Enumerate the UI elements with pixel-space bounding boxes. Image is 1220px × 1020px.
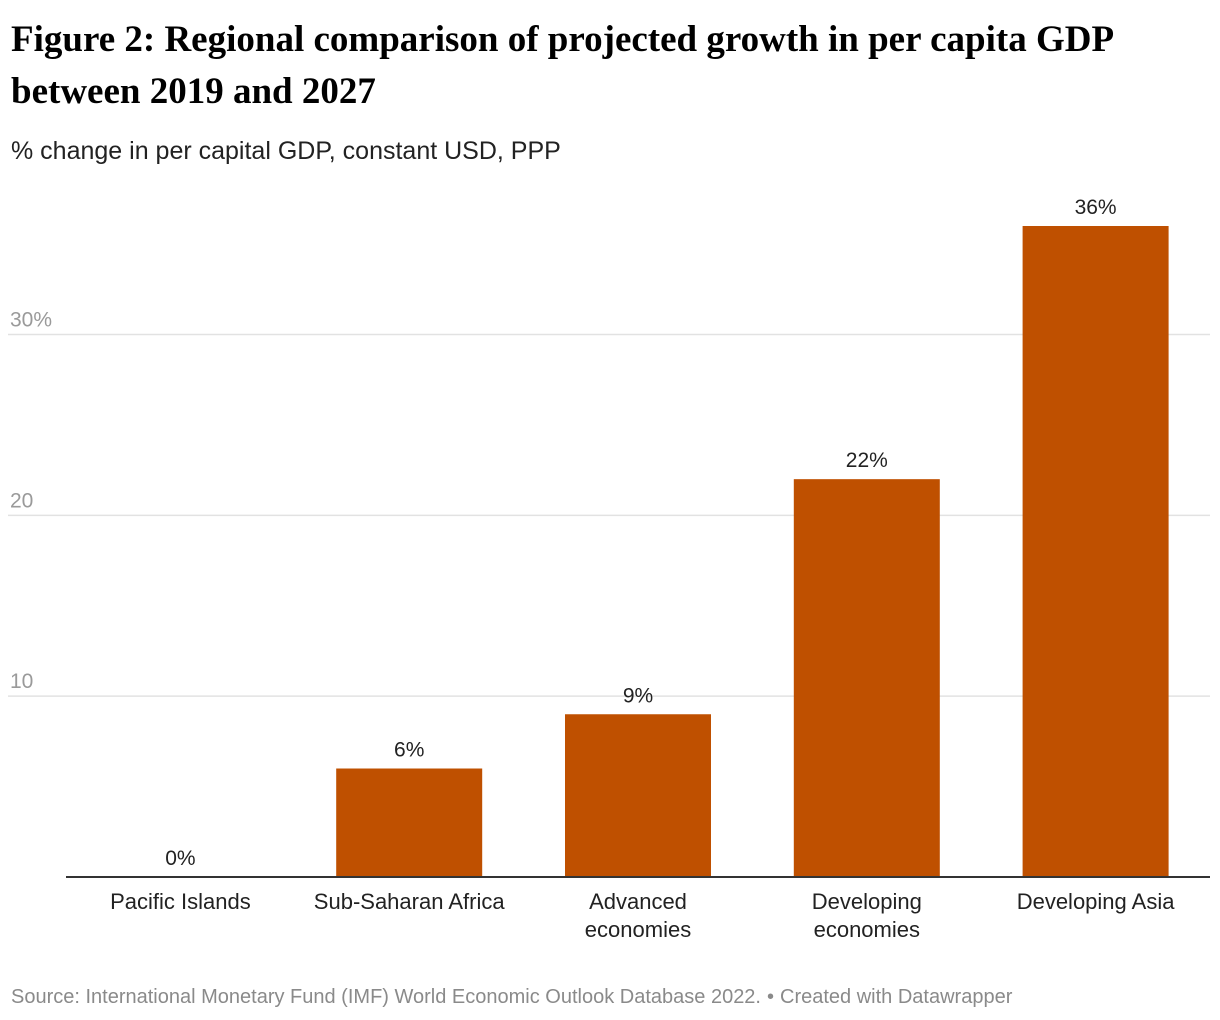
x-category-label-line: Developing Asia [1017,889,1176,914]
source-text: Source: International Monetary Fund (IMF… [11,986,761,1008]
x-category-label-line: economies [814,917,920,942]
chart-subtitle: % change in per capital GDP, constant US… [11,137,561,165]
bar-value-label: 22% [846,449,888,472]
source-note: Source: International Monetary Fund (IMF… [11,984,1012,1010]
x-category-label: Developing economies [812,889,922,942]
x-category-label-line: Developing [812,889,922,914]
y-tick-label: 10 [10,670,33,693]
bar-chart: 10 20 30% 0% Pacific Islands 6% Sub-Saharan Af… [8,196,1210,942]
bar [565,714,711,877]
chart-title: Figure 2: Regional comparison of project… [11,19,1113,112]
x-category-label-line: Advanced [589,889,687,914]
x-category-label-line: Sub-Saharan Africa [314,889,506,914]
x-category-label-line: economies [585,917,691,942]
bar [1022,226,1169,877]
x-category-label: Pacific Islands [110,889,251,914]
x-category-label: Advanced economies [585,889,691,942]
bar-value-label: 6% [394,739,424,762]
bar [336,768,483,877]
bar-value-label: 36% [1075,196,1117,219]
y-tick-label: 20 [10,489,33,512]
bar [793,479,940,877]
bar-value-label: 9% [623,684,653,707]
source-credit[interactable]: Created with Datawrapper [780,986,1013,1008]
source-separator: • [767,986,775,1008]
x-category-label-line: Pacific Islands [110,889,251,914]
x-category-label: Sub-Saharan Africa [314,889,506,914]
x-category-label: Developing Asia [1017,889,1176,914]
bar-value-label: 0% [165,847,195,870]
y-tick-label: 30% [10,309,52,332]
